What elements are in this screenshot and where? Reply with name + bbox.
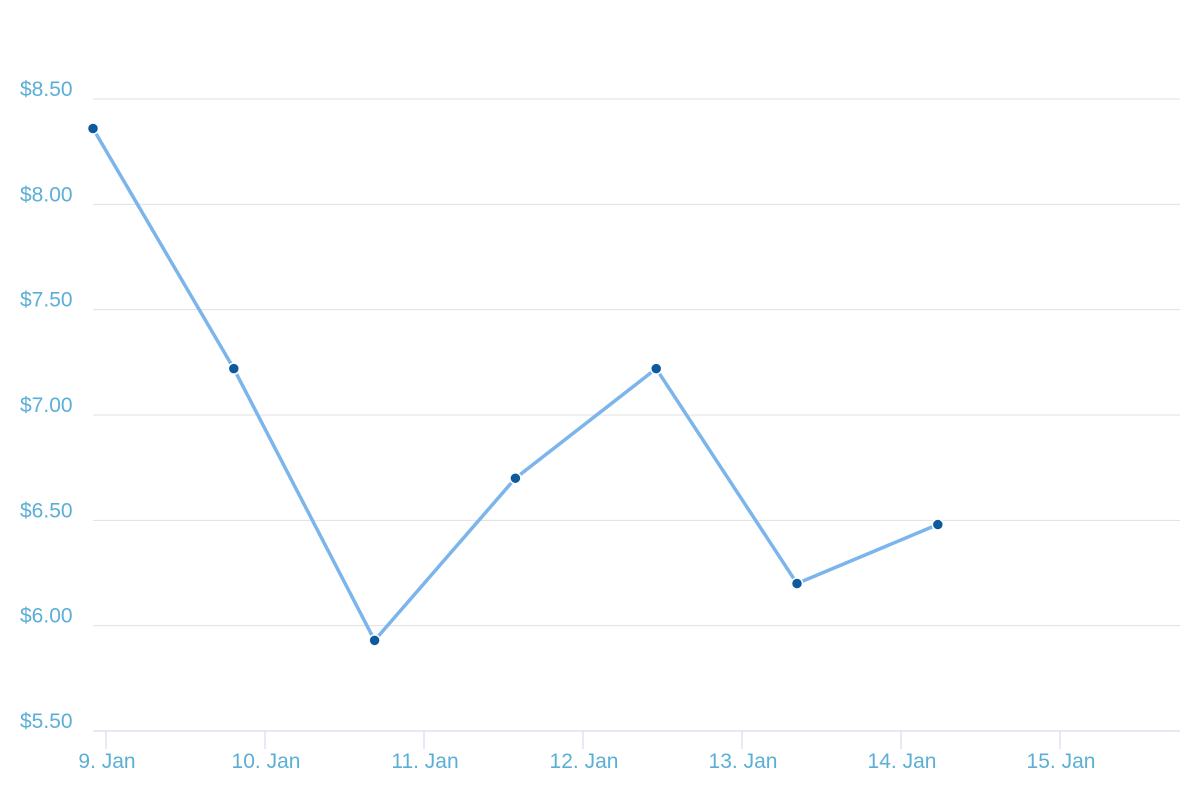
y-axis-labels: $5.50 $6.00 $6.50 $7.00 $7.50 $8.00 $8.50 [20, 78, 73, 733]
data-point[interactable] [931, 518, 945, 531]
data-point[interactable] [227, 362, 241, 375]
x-tick-label: 13. Jan [709, 750, 778, 773]
y-tick-label: $8.50 [20, 78, 73, 101]
data-point[interactable] [790, 577, 804, 590]
x-tick-label: 12. Jan [550, 750, 619, 773]
data-point[interactable] [368, 634, 381, 647]
series-layer [86, 122, 945, 647]
x-axis [93, 730, 1180, 749]
y-tick-label: $7.50 [20, 289, 73, 312]
x-tick-label: 10. Jan [232, 750, 301, 773]
x-tick-label: 14. Jan [868, 750, 937, 773]
data-point[interactable] [509, 471, 522, 485]
x-axis-labels: 9. Jan 10. Jan 11. Jan 12. Jan 13. Jan 14. Ja… [78, 750, 1095, 773]
y-tick-label: $5.50 [20, 710, 73, 733]
data-point[interactable] [649, 362, 663, 375]
x-tick-label: 11. Jan [391, 750, 458, 773]
y-tick-label: $7.00 [20, 394, 73, 417]
x-tick-label: 9. Jan [78, 750, 135, 773]
y-tick-label: $6.00 [20, 605, 73, 628]
series-line [91, 126, 940, 643]
x-tick-label: 15. Jan [1027, 750, 1096, 773]
y-tick-label: $8.00 [20, 183, 73, 206]
grid-layer [93, 98, 1180, 627]
y-tick-label: $6.50 [20, 499, 73, 522]
data-point[interactable] [86, 122, 100, 135]
